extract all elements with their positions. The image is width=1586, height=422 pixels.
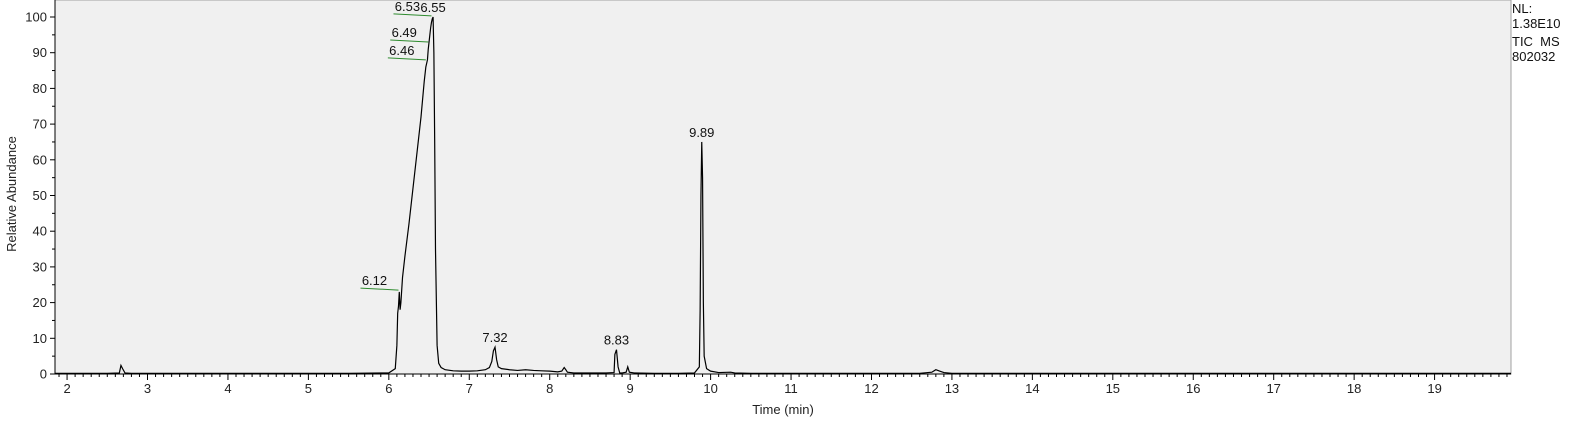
y-tick-label: 80 bbox=[33, 81, 47, 96]
peak-leader-line bbox=[390, 39, 429, 43]
x-tick-label: 15 bbox=[1106, 381, 1120, 396]
y-tick-label: 0 bbox=[40, 367, 47, 382]
peak-label: 6.46 bbox=[389, 43, 414, 58]
x-tick-label: 17 bbox=[1266, 381, 1280, 396]
sample-id: 802032 bbox=[1512, 49, 1556, 64]
y-tick-label: 100 bbox=[25, 10, 47, 25]
x-tick-label: 3 bbox=[144, 381, 151, 396]
peak-label: 6.53 bbox=[395, 0, 420, 14]
x-tick-label: 10 bbox=[703, 381, 717, 396]
y-tick-label: 40 bbox=[33, 224, 47, 239]
x-tick-label: 7 bbox=[466, 381, 473, 396]
scan-type: TIC MS bbox=[1512, 34, 1560, 49]
x-tick-label: 5 bbox=[305, 381, 312, 396]
nl-value: 1.38E10 bbox=[1512, 16, 1561, 31]
nl-label: NL: bbox=[1512, 1, 1533, 16]
peak-labels: 6.53 6.556.49 6.46 6.12 7.32 8.83 9.89 bbox=[360, 0, 714, 348]
x-tick-label: 16 bbox=[1186, 381, 1200, 396]
peak-label: 6.55 bbox=[420, 0, 445, 15]
peak-label: 7.32 bbox=[482, 330, 507, 345]
y-tick-label: 90 bbox=[33, 45, 47, 60]
peak-label: 9.89 bbox=[689, 125, 714, 140]
tick-labels: 0 10 20 30 40 50 60 70 80 90 100 2 3 4 5 6 7 8 9 10 11 12 13 14… bbox=[25, 10, 1442, 397]
x-tick-label: 11 bbox=[784, 381, 798, 396]
y-tick-label: 50 bbox=[33, 188, 47, 203]
y-tick-label: 60 bbox=[33, 152, 47, 167]
peak-label: 8.83 bbox=[604, 333, 629, 348]
x-axis-title: Time (min) bbox=[752, 402, 814, 417]
x-tick-label: 19 bbox=[1427, 381, 1441, 396]
x-tick-label: 9 bbox=[627, 381, 634, 396]
y-tick-label: 30 bbox=[33, 259, 47, 274]
x-tick-label: 8 bbox=[546, 381, 553, 396]
y-tick-label: 10 bbox=[33, 331, 47, 346]
peak-label: 6.49 bbox=[392, 25, 417, 40]
x-tick-label: 12 bbox=[864, 381, 878, 396]
x-tick-label: 2 bbox=[63, 381, 70, 396]
tick-marks bbox=[50, 16, 1508, 380]
tic-trace-line bbox=[55, 16, 1511, 374]
peak-leader-line bbox=[360, 287, 399, 291]
peak-leader-line bbox=[393, 13, 432, 17]
x-tick-label: 18 bbox=[1347, 381, 1361, 396]
x-tick-label: 4 bbox=[224, 381, 231, 396]
x-tick-label: 6 bbox=[385, 381, 392, 396]
peak-leader-line bbox=[387, 57, 426, 61]
y-tick-label: 70 bbox=[33, 117, 47, 132]
x-tick-label: 14 bbox=[1025, 381, 1039, 396]
plot-area bbox=[54, 0, 1512, 375]
x-tick-label: 13 bbox=[945, 381, 959, 396]
y-tick-label: 20 bbox=[33, 295, 47, 310]
peak-label: 6.12 bbox=[362, 273, 387, 288]
y-axis-title: Relative Abundance bbox=[4, 136, 19, 252]
